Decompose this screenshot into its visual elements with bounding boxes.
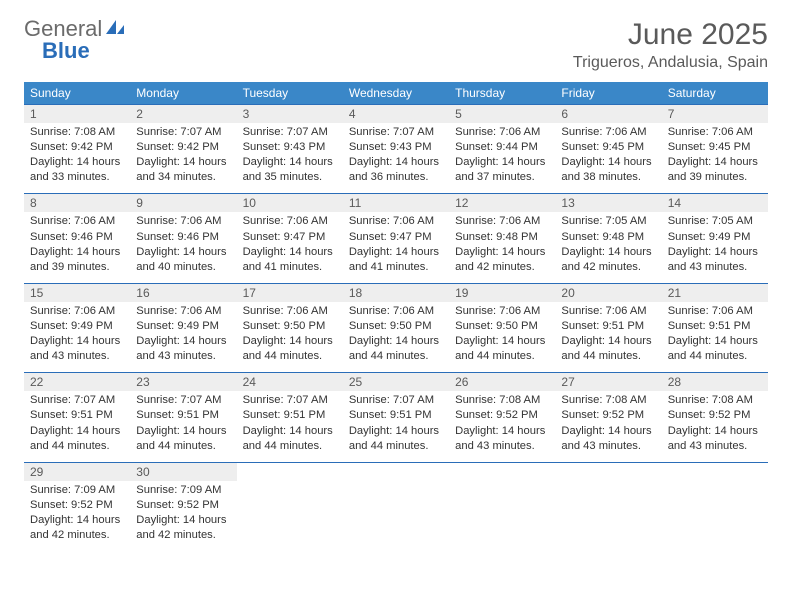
day-cell: Sunrise: 7:09 AMSunset: 9:52 PMDaylight:… — [24, 481, 130, 551]
data-row: Sunrise: 7:08 AMSunset: 9:42 PMDaylight:… — [24, 123, 768, 194]
location: Trigueros, Andalusia, Spain — [573, 54, 768, 72]
day-cell: Sunrise: 7:09 AMSunset: 9:52 PMDaylight:… — [130, 481, 236, 551]
day-number: 16 — [130, 283, 236, 302]
day-cell: Sunrise: 7:08 AMSunset: 9:52 PMDaylight:… — [449, 391, 555, 462]
day-number — [555, 462, 661, 481]
day-cell: Sunrise: 7:08 AMSunset: 9:42 PMDaylight:… — [24, 123, 130, 194]
logo-blue: Blue — [42, 38, 90, 63]
day-number: 21 — [662, 283, 768, 302]
day-number — [662, 462, 768, 481]
day-number: 1 — [24, 105, 130, 124]
day-number — [449, 462, 555, 481]
day-number: 9 — [130, 194, 236, 213]
day-number: 7 — [662, 105, 768, 124]
calendar-table: SundayMondayTuesdayWednesdayThursdayFrid… — [24, 82, 768, 551]
data-row: Sunrise: 7:06 AMSunset: 9:49 PMDaylight:… — [24, 302, 768, 373]
logo-sail-icon — [104, 16, 126, 41]
day-number: 13 — [555, 194, 661, 213]
day-number: 5 — [449, 105, 555, 124]
day-cell: Sunrise: 7:06 AMSunset: 9:45 PMDaylight:… — [555, 123, 661, 194]
day-cell — [449, 481, 555, 551]
day-cell: Sunrise: 7:06 AMSunset: 9:51 PMDaylight:… — [662, 302, 768, 373]
daynum-row: 15161718192021 — [24, 283, 768, 302]
day-number: 18 — [343, 283, 449, 302]
day-cell: Sunrise: 7:06 AMSunset: 9:46 PMDaylight:… — [24, 212, 130, 283]
day-cell: Sunrise: 7:07 AMSunset: 9:51 PMDaylight:… — [343, 391, 449, 462]
day-number: 2 — [130, 105, 236, 124]
logo-text: General Blue — [24, 18, 126, 62]
day-cell: Sunrise: 7:07 AMSunset: 9:51 PMDaylight:… — [24, 391, 130, 462]
calendar-header: SundayMondayTuesdayWednesdayThursdayFrid… — [24, 82, 768, 105]
day-cell: Sunrise: 7:06 AMSunset: 9:45 PMDaylight:… — [662, 123, 768, 194]
day-number: 22 — [24, 373, 130, 392]
day-cell: Sunrise: 7:07 AMSunset: 9:51 PMDaylight:… — [237, 391, 343, 462]
daynum-row: 2930 — [24, 462, 768, 481]
day-cell: Sunrise: 7:06 AMSunset: 9:48 PMDaylight:… — [449, 212, 555, 283]
page: General Blue June 2025 Trigueros, Andalu… — [0, 0, 792, 569]
day-number: 20 — [555, 283, 661, 302]
day-number: 28 — [662, 373, 768, 392]
day-cell: Sunrise: 7:06 AMSunset: 9:50 PMDaylight:… — [449, 302, 555, 373]
weekday-header: Friday — [555, 82, 661, 105]
day-cell: Sunrise: 7:06 AMSunset: 9:50 PMDaylight:… — [343, 302, 449, 373]
weekday-header: Saturday — [662, 82, 768, 105]
day-number: 23 — [130, 373, 236, 392]
day-cell: Sunrise: 7:06 AMSunset: 9:44 PMDaylight:… — [449, 123, 555, 194]
day-cell: Sunrise: 7:06 AMSunset: 9:46 PMDaylight:… — [130, 212, 236, 283]
day-cell — [662, 481, 768, 551]
day-number: 27 — [555, 373, 661, 392]
day-number: 24 — [237, 373, 343, 392]
header: General Blue June 2025 Trigueros, Andalu… — [24, 18, 768, 72]
day-cell: Sunrise: 7:07 AMSunset: 9:43 PMDaylight:… — [343, 123, 449, 194]
weekday-header: Monday — [130, 82, 236, 105]
weekday-header: Tuesday — [237, 82, 343, 105]
weekday-header: Sunday — [24, 82, 130, 105]
day-cell: Sunrise: 7:07 AMSunset: 9:43 PMDaylight:… — [237, 123, 343, 194]
day-cell — [555, 481, 661, 551]
day-cell: Sunrise: 7:07 AMSunset: 9:51 PMDaylight:… — [130, 391, 236, 462]
day-number — [343, 462, 449, 481]
logo: General Blue — [24, 18, 126, 62]
day-cell: Sunrise: 7:06 AMSunset: 9:47 PMDaylight:… — [237, 212, 343, 283]
day-number — [237, 462, 343, 481]
data-row: Sunrise: 7:09 AMSunset: 9:52 PMDaylight:… — [24, 481, 768, 551]
day-number: 14 — [662, 194, 768, 213]
day-number: 19 — [449, 283, 555, 302]
day-number: 6 — [555, 105, 661, 124]
daynum-row: 891011121314 — [24, 194, 768, 213]
calendar-body: 1234567Sunrise: 7:08 AMSunset: 9:42 PMDa… — [24, 105, 768, 552]
day-number: 15 — [24, 283, 130, 302]
day-cell: Sunrise: 7:08 AMSunset: 9:52 PMDaylight:… — [555, 391, 661, 462]
day-cell — [237, 481, 343, 551]
day-number: 8 — [24, 194, 130, 213]
weekday-header: Thursday — [449, 82, 555, 105]
day-number: 17 — [237, 283, 343, 302]
day-cell: Sunrise: 7:06 AMSunset: 9:50 PMDaylight:… — [237, 302, 343, 373]
day-number: 25 — [343, 373, 449, 392]
day-cell: Sunrise: 7:06 AMSunset: 9:49 PMDaylight:… — [24, 302, 130, 373]
data-row: Sunrise: 7:06 AMSunset: 9:46 PMDaylight:… — [24, 212, 768, 283]
day-cell: Sunrise: 7:07 AMSunset: 9:42 PMDaylight:… — [130, 123, 236, 194]
day-cell: Sunrise: 7:05 AMSunset: 9:48 PMDaylight:… — [555, 212, 661, 283]
day-number: 11 — [343, 194, 449, 213]
daynum-row: 22232425262728 — [24, 373, 768, 392]
title-block: June 2025 Trigueros, Andalusia, Spain — [573, 18, 768, 72]
day-number: 4 — [343, 105, 449, 124]
data-row: Sunrise: 7:07 AMSunset: 9:51 PMDaylight:… — [24, 391, 768, 462]
day-cell: Sunrise: 7:06 AMSunset: 9:51 PMDaylight:… — [555, 302, 661, 373]
day-number: 3 — [237, 105, 343, 124]
weekday-header: Wednesday — [343, 82, 449, 105]
day-number: 26 — [449, 373, 555, 392]
day-cell: Sunrise: 7:05 AMSunset: 9:49 PMDaylight:… — [662, 212, 768, 283]
day-number: 29 — [24, 462, 130, 481]
day-number: 30 — [130, 462, 236, 481]
day-cell: Sunrise: 7:06 AMSunset: 9:49 PMDaylight:… — [130, 302, 236, 373]
day-number: 12 — [449, 194, 555, 213]
day-cell: Sunrise: 7:08 AMSunset: 9:52 PMDaylight:… — [662, 391, 768, 462]
daynum-row: 1234567 — [24, 105, 768, 124]
day-cell: Sunrise: 7:06 AMSunset: 9:47 PMDaylight:… — [343, 212, 449, 283]
day-cell — [343, 481, 449, 551]
page-title: June 2025 — [573, 18, 768, 52]
day-number: 10 — [237, 194, 343, 213]
